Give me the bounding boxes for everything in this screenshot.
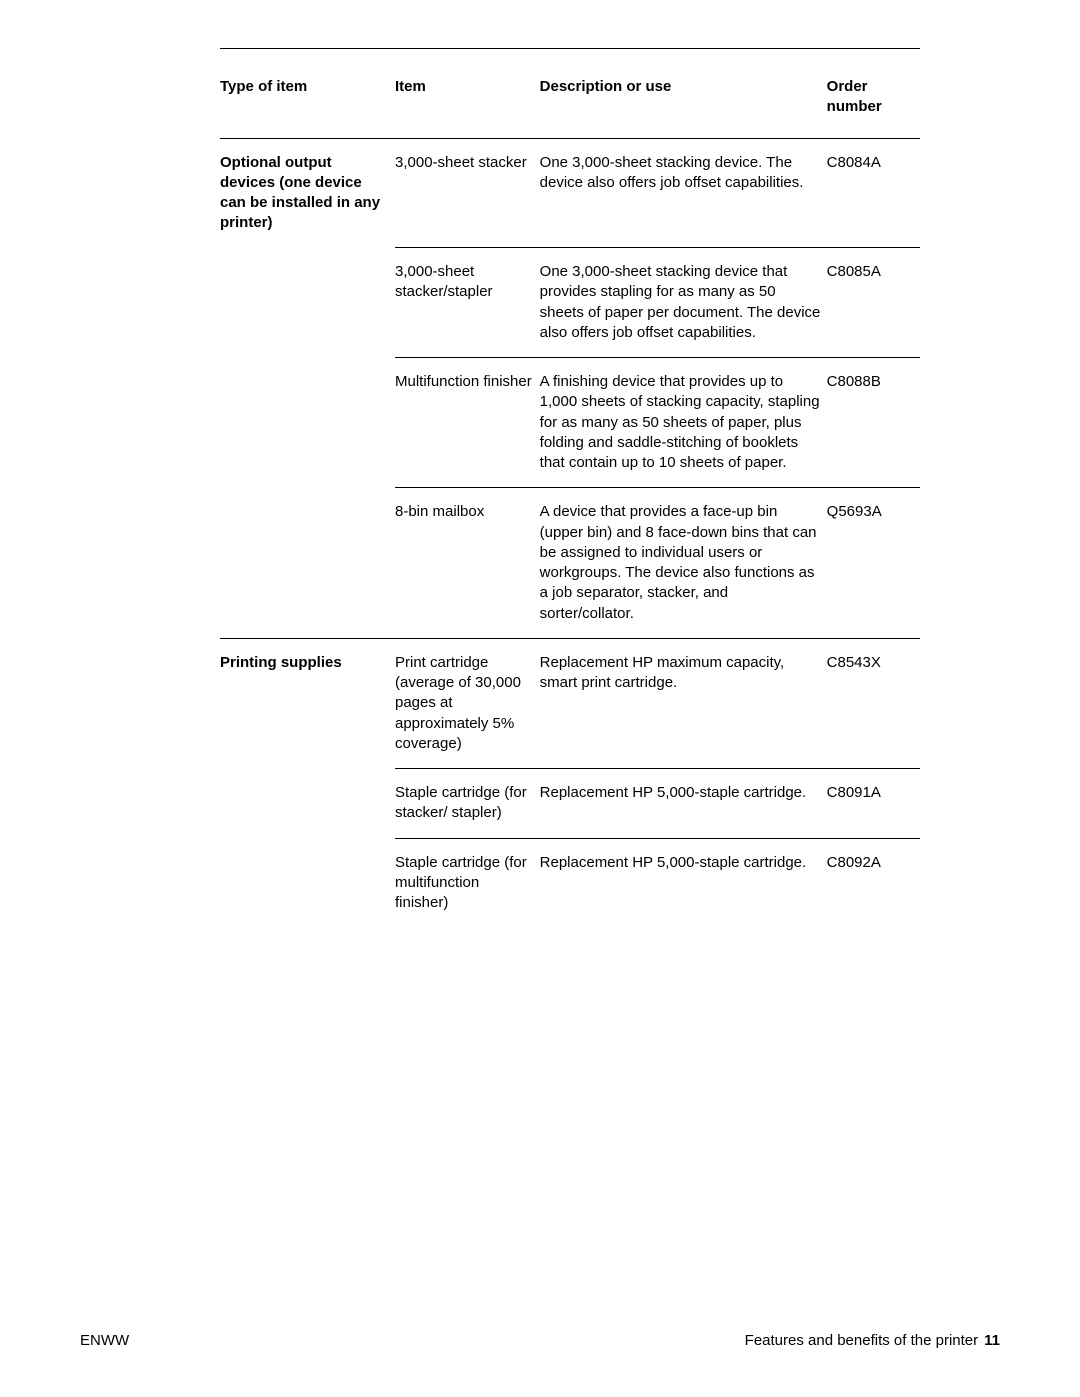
table-row: Printing suppliesPrint cartridge (averag… <box>220 638 920 768</box>
cell-item: 8-bin mailbox <box>395 488 540 639</box>
cell-type <box>220 358 395 488</box>
table-row: Multifunction finisherA finishing device… <box>220 358 920 488</box>
cell-description: Replacement HP maximum capacity, smart p… <box>540 638 827 768</box>
cell-description: Replacement HP 5,000-staple cartridge. <box>540 769 827 839</box>
parts-table-container: Type of item Item Description or use Ord… <box>220 48 920 927</box>
cell-order-number: C8085A <box>827 248 920 358</box>
table-row: 8-bin mailboxA device that provides a fa… <box>220 488 920 639</box>
table-row: Staple cartridge (for stacker/ stapler)R… <box>220 769 920 839</box>
cell-order-number: C8084A <box>827 138 920 248</box>
cell-description: A device that provides a face-up bin (up… <box>540 488 827 639</box>
cell-type <box>220 838 395 927</box>
footer-right: Features and benefits of the printer 11 <box>745 1332 1000 1349</box>
cell-description: One 3,000-sheet stacking device. The dev… <box>540 138 827 248</box>
cell-type <box>220 248 395 358</box>
page-number: 11 <box>984 1332 1000 1349</box>
footer-left: ENWW <box>80 1332 129 1349</box>
table-row: 3,000-sheet stacker/staplerOne 3,000-she… <box>220 248 920 358</box>
cell-type <box>220 769 395 839</box>
cell-item: 3,000-sheet stacker/stapler <box>395 248 540 358</box>
table-header-row: Type of item Item Description or use Ord… <box>220 49 920 139</box>
header-type: Type of item <box>220 49 395 139</box>
cell-order-number: C8091A <box>827 769 920 839</box>
cell-item: Multifunction finisher <box>395 358 540 488</box>
cell-item: Staple cartridge (for multifunction fini… <box>395 838 540 927</box>
table-body: Optional output devices (one device can … <box>220 138 920 927</box>
cell-order-number: C8088B <box>827 358 920 488</box>
header-desc: Description or use <box>540 49 827 139</box>
parts-table: Type of item Item Description or use Ord… <box>220 48 920 927</box>
cell-item: Staple cartridge (for stacker/ stapler) <box>395 769 540 839</box>
cell-type: Printing supplies <box>220 638 395 768</box>
cell-order-number: Q5693A <box>827 488 920 639</box>
cell-order-number: C8092A <box>827 838 920 927</box>
footer-section-title: Features and benefits of the printer <box>745 1332 978 1349</box>
header-order: Order number <box>827 49 920 139</box>
cell-type <box>220 488 395 639</box>
cell-item: 3,000-sheet stacker <box>395 138 540 248</box>
cell-item: Print cartridge (average of 30,000 pages… <box>395 638 540 768</box>
cell-order-number: C8543X <box>827 638 920 768</box>
cell-description: Replacement HP 5,000-staple cartridge. <box>540 838 827 927</box>
page-footer: ENWW Features and benefits of the printe… <box>80 1332 1000 1349</box>
header-item: Item <box>395 49 540 139</box>
table-row: Staple cartridge (for multifunction fini… <box>220 838 920 927</box>
table-row: Optional output devices (one device can … <box>220 138 920 248</box>
cell-type: Optional output devices (one device can … <box>220 138 395 248</box>
cell-description: A finishing device that provides up to 1… <box>540 358 827 488</box>
cell-description: One 3,000-sheet stacking device that pro… <box>540 248 827 358</box>
